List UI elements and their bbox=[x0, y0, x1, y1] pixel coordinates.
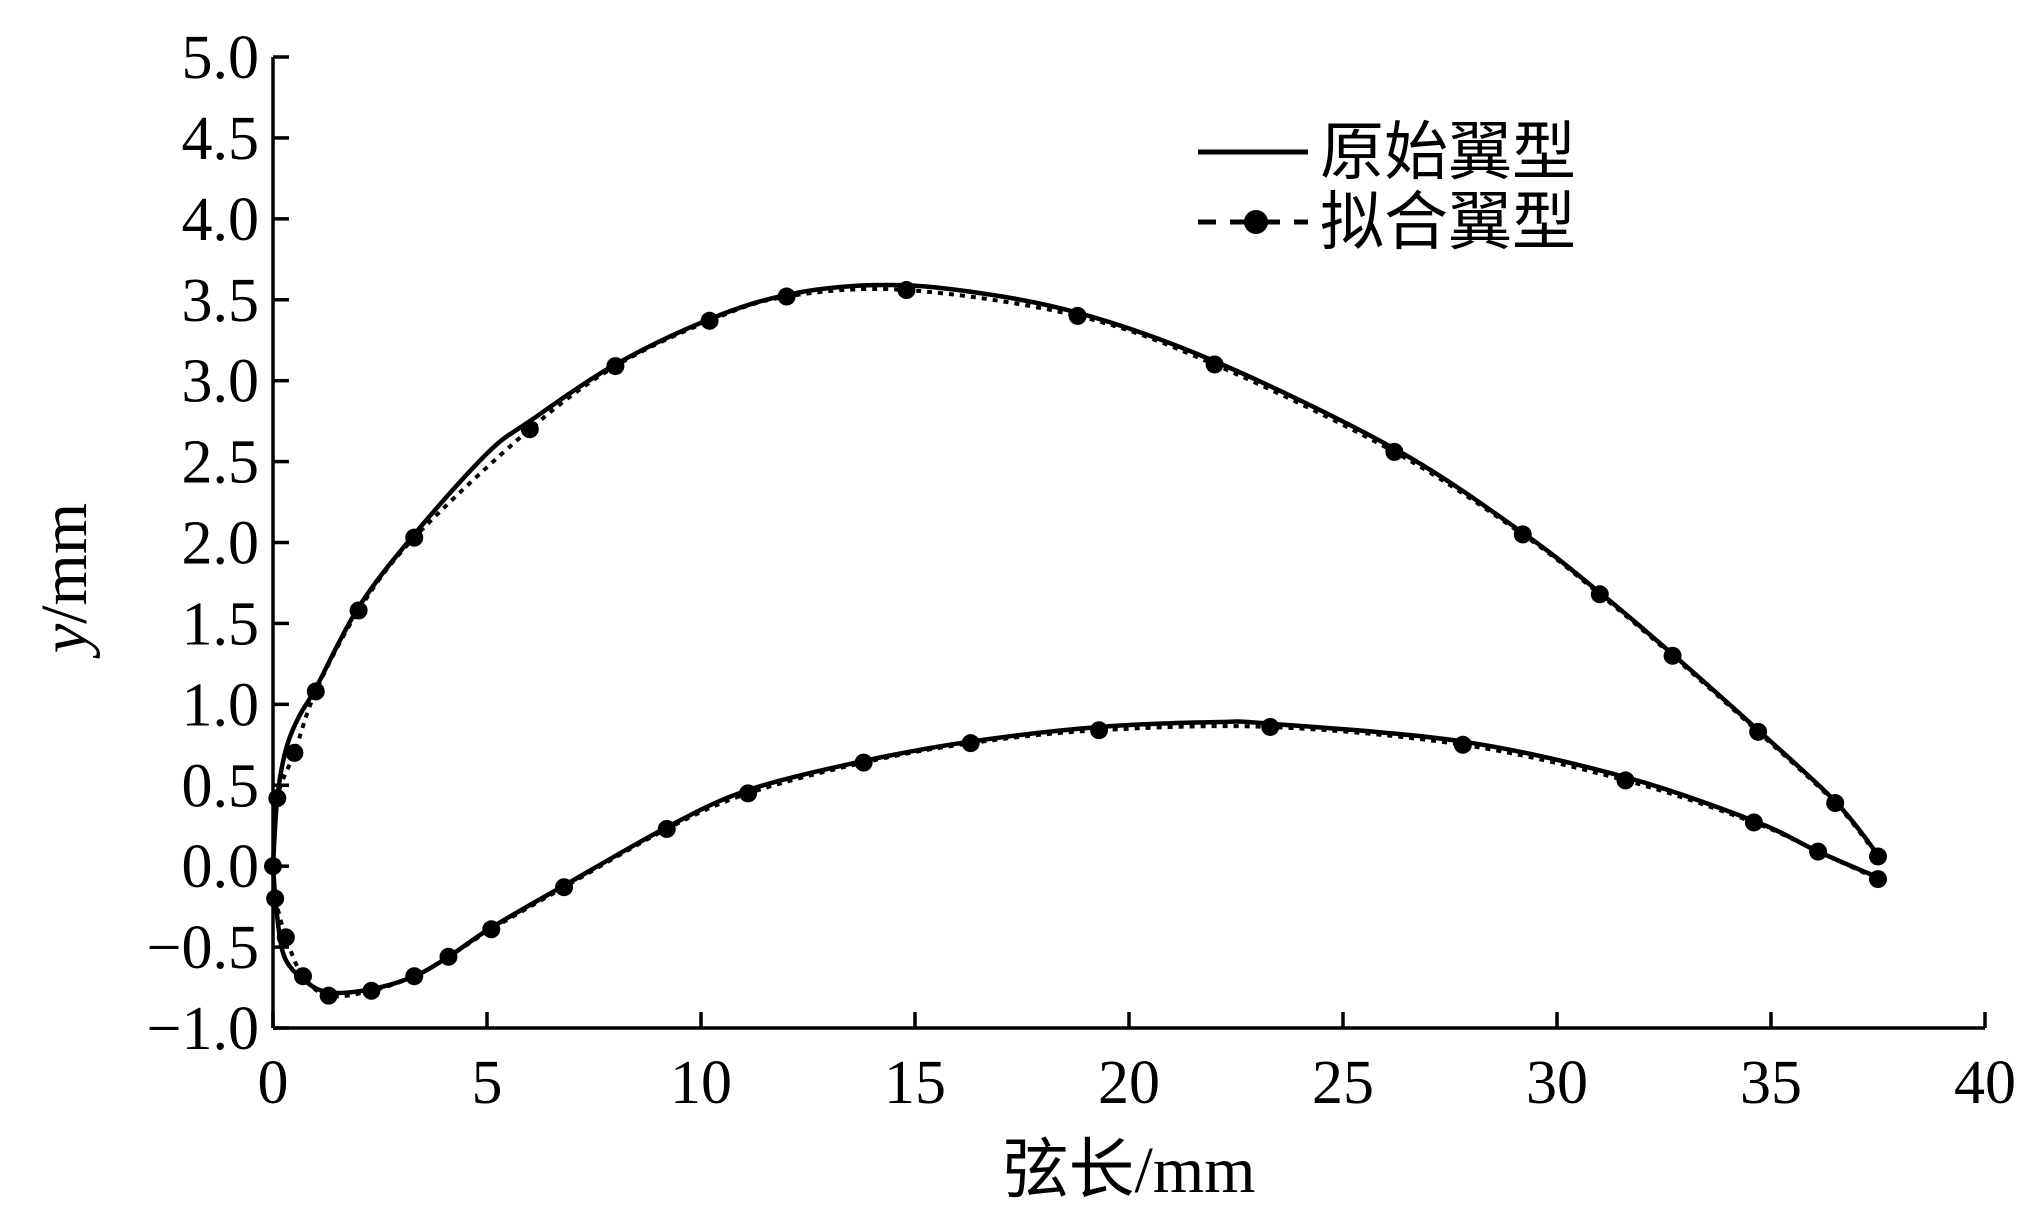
series-fitted-point bbox=[276, 928, 295, 947]
series-fitted-point bbox=[1744, 813, 1763, 832]
series-fitted-point bbox=[1090, 721, 1109, 740]
series-fitted-point bbox=[777, 287, 796, 306]
x-tick-label: 35 bbox=[1740, 1049, 1802, 1117]
y-axis-title-unit: /mm bbox=[28, 503, 101, 624]
series-original-lower-line bbox=[270, 719, 1879, 996]
series-fitted-point bbox=[268, 789, 287, 808]
series-fitted-point bbox=[897, 281, 916, 300]
x-tick-label: 10 bbox=[670, 1049, 732, 1117]
axes: 0 5 10 15 20 25 30 35 40 −1.0 −0.5 0.0 0.5 1.0 1.5 2.0… bbox=[147, 24, 2016, 1117]
y-tick-label: 3.0 bbox=[182, 348, 260, 416]
y-tick-label: 4.0 bbox=[182, 186, 260, 254]
series-fitted-point bbox=[1616, 771, 1635, 790]
y-tick-label: 1.5 bbox=[182, 590, 260, 658]
x-ticks: 0 5 10 15 20 25 30 35 40 bbox=[258, 1012, 2016, 1117]
series-fitted-point bbox=[606, 357, 625, 376]
series-fitted-point bbox=[1749, 722, 1768, 741]
series-fitted-point bbox=[854, 753, 873, 772]
legend-fitted-marker bbox=[1244, 210, 1268, 234]
y-tick-label: 0.0 bbox=[182, 833, 260, 901]
series-fitted-point bbox=[1663, 646, 1682, 665]
series-fitted-point bbox=[1453, 735, 1472, 754]
series-fitted-point bbox=[1513, 525, 1532, 544]
y-tick-label: 1.0 bbox=[182, 671, 260, 739]
series-fitted-point bbox=[520, 420, 539, 439]
y-tick-label: 2.0 bbox=[182, 510, 260, 578]
legend-entry-fitted: 拟合翼型 bbox=[1198, 186, 1576, 260]
series-fitted-point bbox=[1590, 585, 1609, 604]
series-fitted-point bbox=[266, 889, 285, 908]
legend-fitted-label: 拟合翼型 bbox=[1320, 186, 1576, 260]
x-tick-label: 5 bbox=[472, 1049, 503, 1117]
series-fitted-point bbox=[1205, 355, 1224, 374]
series-fitted-point bbox=[1809, 842, 1828, 861]
legend: 原始翼型 拟合翼型 bbox=[1198, 116, 1576, 260]
x-tick-label: 0 bbox=[258, 1049, 289, 1117]
plot-series bbox=[264, 281, 1887, 1005]
x-tick-label: 30 bbox=[1526, 1049, 1588, 1117]
y-tick-label: −1.0 bbox=[147, 995, 259, 1063]
series-fitted-point bbox=[405, 967, 424, 986]
x-tick-label: 25 bbox=[1312, 1049, 1374, 1117]
series-fitted-point bbox=[1385, 442, 1404, 461]
x-tick-label: 40 bbox=[1954, 1049, 2016, 1117]
series-fitted-point bbox=[657, 819, 676, 838]
series-fitted-point bbox=[285, 743, 304, 762]
series-fitted-point bbox=[264, 857, 282, 876]
series-fitted-point bbox=[306, 682, 325, 701]
series-fitted-point bbox=[349, 601, 368, 620]
series-fitted-point bbox=[1869, 847, 1887, 866]
x-axis-title: 弦长/mm bbox=[1002, 1134, 1255, 1207]
series-fitted-point bbox=[1826, 794, 1845, 813]
y-tick-label: −0.5 bbox=[147, 914, 259, 982]
series-fitted-point bbox=[555, 878, 574, 897]
series-fitted-point bbox=[482, 920, 501, 939]
series-fitted-point bbox=[362, 981, 381, 1000]
y-ticks: −1.0 −0.5 0.0 0.5 1.0 1.5 2.0 2.5 3.0 3.5 4.0 4.5 5.… bbox=[147, 24, 289, 1063]
series-fitted-point bbox=[1869, 870, 1887, 889]
y-tick-label: 3.5 bbox=[182, 267, 260, 335]
series-fitted-point bbox=[739, 784, 758, 803]
x-tick-label: 20 bbox=[1098, 1049, 1160, 1117]
legend-original-label: 原始翼型 bbox=[1320, 116, 1576, 190]
series-fitted-point bbox=[1261, 717, 1280, 736]
series-fitted-point bbox=[1068, 306, 1087, 325]
series-fitted-point bbox=[319, 986, 338, 1005]
y-axis-title-var: y bbox=[28, 623, 101, 659]
series-fitted-point bbox=[439, 947, 458, 966]
series-fitted-lower-line bbox=[273, 724, 1879, 999]
y-axis-title: y/mm bbox=[28, 503, 101, 659]
series-fitted-point bbox=[293, 967, 312, 986]
x-tick-label: 15 bbox=[884, 1049, 946, 1117]
y-tick-label: 4.5 bbox=[182, 105, 260, 173]
y-tick-label: 0.5 bbox=[182, 752, 260, 820]
y-tick-label: 5.0 bbox=[182, 24, 260, 92]
series-fitted-point bbox=[961, 734, 980, 753]
series-fitted-point bbox=[405, 528, 424, 547]
y-tick-label: 2.5 bbox=[182, 429, 260, 497]
series-fitted-point bbox=[700, 311, 719, 330]
legend-entry-original: 原始翼型 bbox=[1198, 116, 1576, 190]
